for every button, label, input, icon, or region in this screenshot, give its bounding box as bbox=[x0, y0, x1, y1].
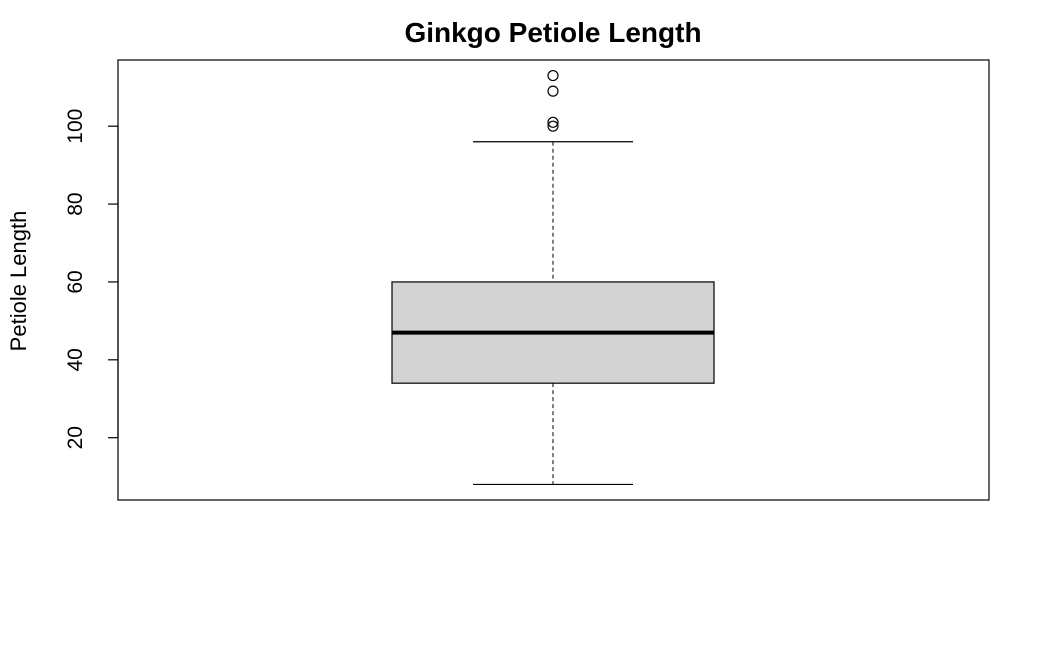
y-tick-label: 40 bbox=[64, 348, 87, 371]
y-tick-label: 20 bbox=[64, 426, 87, 449]
y-tick-label: 100 bbox=[64, 109, 87, 144]
outlier-point bbox=[548, 71, 558, 81]
y-axis: 20 40 60 80 100 bbox=[64, 109, 118, 450]
y-tick-label: 60 bbox=[64, 270, 87, 293]
y-tick-label: 80 bbox=[64, 192, 87, 215]
chart-title: Ginkgo Petiole Length bbox=[404, 17, 701, 48]
box-group bbox=[392, 71, 714, 485]
outlier-point bbox=[548, 86, 558, 96]
y-axis-label: Petiole Length bbox=[6, 211, 31, 352]
